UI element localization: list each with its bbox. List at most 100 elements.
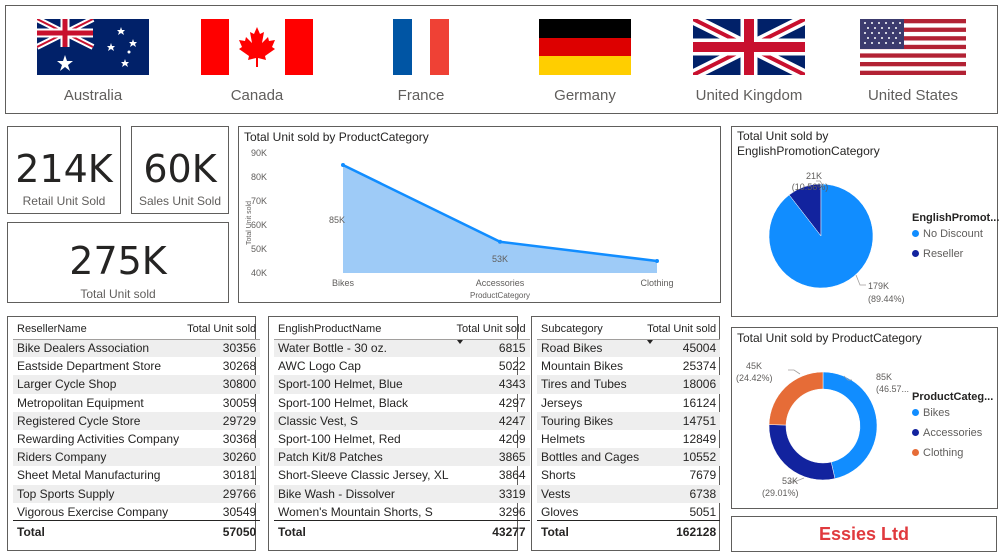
table-row[interactable]: Touring Bikes 14751 xyxy=(537,411,721,430)
table-row[interactable]: Vigorous Exercise Company 30549 xyxy=(13,503,260,521)
subcategory-table: Subcategory Total Unit sold Road Bikes 4500… xyxy=(537,319,721,543)
table-row[interactable]: Jerseys 16124 xyxy=(537,394,720,412)
table-row[interactable]: Sport-100 Helmet, Blue 4343 xyxy=(274,375,530,394)
canada-flag-icon xyxy=(201,19,313,75)
row-label: Sport-100 Helmet, Black xyxy=(278,395,409,410)
pie-legend-no-discount[interactable]: No Discount xyxy=(912,228,983,240)
table-row[interactable]: Shorts 7679 xyxy=(537,466,720,484)
table-row[interactable]: Rewarding Activities Company 30368 xyxy=(13,430,260,448)
donut-legend-accessories[interactable]: Accessories xyxy=(912,427,982,439)
table-row[interactable]: Registered Cycle Store 29729 xyxy=(13,411,261,430)
data-point[interactable] xyxy=(341,163,345,167)
donut-slice[interactable] xyxy=(768,371,824,426)
flag-label: United Kingdom xyxy=(695,87,803,104)
column-header[interactable]: Total Unit sold xyxy=(183,319,261,340)
row-label: Bike Dealers Association xyxy=(13,339,184,358)
y-tick-label: 40K xyxy=(251,268,267,278)
pie-value-label: 21K xyxy=(806,171,822,181)
table-row[interactable]: Sheet Metal Manufacturing 30181 xyxy=(13,466,260,484)
table-row[interactable]: Patch Kit/8 Patches 3865 xyxy=(274,448,530,467)
table-row[interactable]: Metropolitan Equipment 30059 xyxy=(13,394,260,412)
flag-united-states[interactable]: United States xyxy=(857,19,969,104)
leader-line xyxy=(855,274,866,286)
row-label: Top Sports Supply xyxy=(13,484,184,503)
row-label: Tires and Tubes xyxy=(537,375,644,394)
pie-legend-reseller[interactable]: Reseller xyxy=(912,248,963,260)
table-row[interactable]: Larger Cycle Shop 30800 xyxy=(13,375,261,394)
donut-legend-title: ProductCateg... xyxy=(912,391,994,403)
flag-united-kingdom[interactable]: United Kingdom xyxy=(693,19,805,104)
table-row[interactable]: Classic Vest, S 4247 xyxy=(274,411,530,430)
total-unit-label: Total Unit sold xyxy=(80,287,156,301)
table-row[interactable]: Short-Sleeve Classic Jersey, XL 3864 xyxy=(274,466,530,484)
row-label: Short-Sleeve Classic Jersey, XL xyxy=(278,468,449,483)
pie-slice[interactable] xyxy=(768,183,874,289)
data-label: 85K xyxy=(329,215,345,225)
total-label: Total xyxy=(13,520,184,543)
donut-slice[interactable] xyxy=(768,424,836,481)
flag-france[interactable]: France xyxy=(365,19,477,104)
table-row[interactable]: Helmets 12849 xyxy=(537,430,720,448)
donut-legend-clothing[interactable]: Clothing xyxy=(912,447,963,459)
table-row[interactable]: Mountain Bikes 25374 xyxy=(537,357,720,375)
data-point[interactable] xyxy=(655,259,659,263)
table-row[interactable]: Tires and Tubes 18006 xyxy=(537,375,721,394)
column-header[interactable]: EnglishProductName xyxy=(274,319,453,340)
legend-label: Bikes xyxy=(923,407,950,419)
row-value: 30268 xyxy=(222,359,257,374)
flag-germany[interactable]: Germany xyxy=(529,19,641,104)
row-label: Patch Kit/8 Patches xyxy=(274,448,453,467)
table-row[interactable]: Eastside Department Store 30268 xyxy=(13,357,260,375)
pie-chart-title-line2: EnglishPromotionCategory xyxy=(737,144,880,158)
area-chart[interactable]: 40K 50K 60K 70K 80K 90K 85K 53K Bikes Accessories… xyxy=(239,127,720,302)
row-label: Sport-100 Helmet, Red xyxy=(278,432,401,447)
table-row[interactable]: Top Sports Supply 29766 xyxy=(13,484,261,503)
sales-unit-label: Sales Unit Sold xyxy=(138,194,222,208)
table-row[interactable]: Gloves 5051 xyxy=(537,503,720,521)
table-row[interactable]: Bottles and Cages 10552 xyxy=(537,448,721,467)
flag-canada[interactable]: Canada xyxy=(201,19,313,104)
table-row[interactable]: Women's Mountain Shorts, S 3296 xyxy=(274,503,530,521)
table-row[interactable]: Bike Dealers Association 30356 xyxy=(13,339,261,358)
total-row: Total 43277 xyxy=(274,520,530,543)
row-label: Bike Wash - Dissolver xyxy=(274,484,453,503)
row-label: Registered Cycle Store xyxy=(13,411,184,430)
x-tick-label: Clothing xyxy=(640,278,673,288)
reseller-table: ResellerName Total Unit sold Bike Dealers … xyxy=(13,319,261,543)
column-header[interactable]: Total Unit sold xyxy=(452,319,530,344)
table-row[interactable]: Sport-100 Helmet, Black 4297 xyxy=(274,394,530,412)
leader-line xyxy=(788,477,805,483)
donut-legend-bikes[interactable]: Bikes xyxy=(912,407,950,419)
column-header[interactable]: Subcategory xyxy=(537,319,644,340)
column-header[interactable]: ResellerName xyxy=(13,319,184,340)
product-table-panel: EnglishProductName Total Unit sold Water B… xyxy=(268,316,530,551)
flag-label: Australia xyxy=(63,87,123,104)
row-value: 10552 xyxy=(643,448,721,467)
flag-label: United States xyxy=(867,87,959,104)
pie-chart[interactable]: 21K(10.56%) 179K (89.44%) xyxy=(732,127,997,316)
flag-australia[interactable]: Australia xyxy=(37,19,149,104)
y-axis-title: Total Unit sold xyxy=(246,201,253,245)
row-label: Touring Bikes xyxy=(537,411,644,430)
row-value: 3865 xyxy=(452,448,530,467)
table-row[interactable]: Sport-100 Helmet, Red 4209 xyxy=(274,430,530,448)
row-value: 30368 xyxy=(222,432,257,447)
table-row[interactable]: AWC Logo Cap 5022 xyxy=(274,357,530,375)
data-point[interactable] xyxy=(498,239,502,244)
row-value: 5051 xyxy=(689,504,717,519)
donut-chart[interactable]: 85K (46.57... 45K (24.42%) 53K (29.01%) xyxy=(732,328,997,508)
row-label: Vigorous Exercise Company xyxy=(17,504,169,519)
column-header[interactable]: Total Unit sold xyxy=(643,319,721,344)
table-row[interactable]: Bike Wash - Dissolver 3319 xyxy=(274,484,530,503)
table-row[interactable]: Vests 6738 xyxy=(537,484,721,503)
area-fill xyxy=(343,165,657,273)
row-label: Rewarding Activities Company xyxy=(17,432,180,447)
row-value: 5022 xyxy=(498,359,526,374)
table-row[interactable]: Road Bikes 45004 xyxy=(537,339,721,358)
australia-flag-icon xyxy=(37,19,149,75)
table-row[interactable]: Water Bottle - 30 oz. 6815 xyxy=(274,339,530,358)
donut-percent-label: (46.57... xyxy=(876,384,909,394)
table-row[interactable]: Riders Company 30260 xyxy=(13,448,261,467)
row-label: Classic Vest, S xyxy=(274,411,453,430)
united-kingdom-flag-icon xyxy=(693,19,805,75)
